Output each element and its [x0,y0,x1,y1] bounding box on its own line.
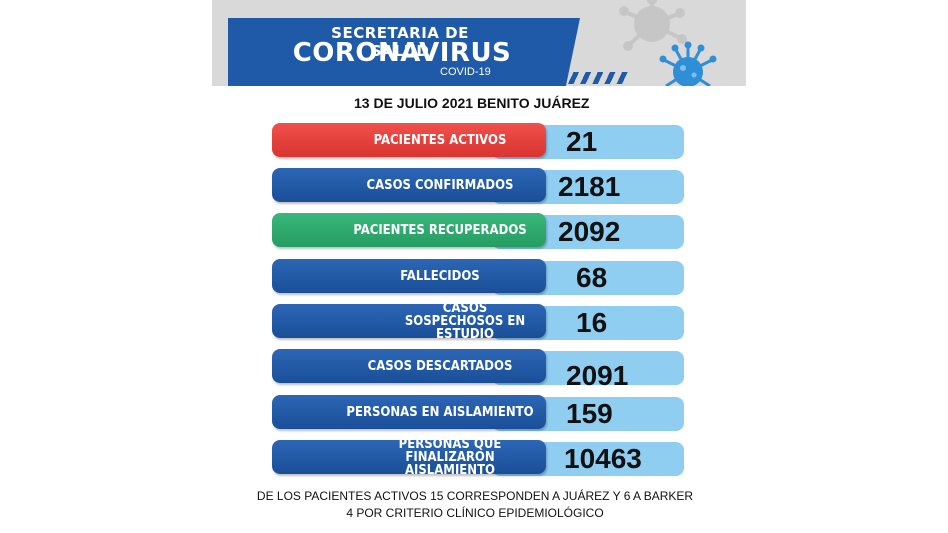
footer-note-line2: 4 POR CRITERIO CLÍNICO EPIDEMIOLÓGICO [346,506,604,520]
stat-value: 2181 [558,171,621,202]
stat-label-pill: PACIENTES RECUPERADOS [272,213,546,247]
stat-value: 2092 [558,216,621,247]
stat-label: PERSONAS EN AISLAMIENTO [346,404,534,420]
header-title-coronavirus: CORONAVIRUS [292,38,512,68]
header-subtitle-covid: COVID-19 [440,66,491,78]
stat-label-pill: FALLECIDOS [272,259,546,293]
stat-value: 2091 [566,360,629,391]
stat-value: 159 [566,398,613,429]
stat-row-fallecidos: FALLECIDOS 68 [272,259,684,295]
header-banner [228,18,580,86]
stat-row-finalizaron-aislamiento: PERSONAS QUE FINALIZARON AISLAMIENTO 104… [272,436,684,478]
stat-row-casos-descartados: CASOS DESCARTADOS 2091 [272,349,684,391]
stat-label-pill: CASOS DESCARTADOS [272,349,546,383]
stat-value: 68 [576,262,608,293]
report-date: 13 DE JULIO 2021 BENITO JUÁREZ [354,95,590,111]
stat-row-pacientes-activos: PACIENTES ACTIVOS 21 [272,123,684,159]
stat-row-personas-aislamiento: PERSONAS EN AISLAMIENTO 159 [272,395,684,431]
stat-label: PACIENTES ACTIVOS [373,132,507,148]
stat-value: 21 [566,126,598,157]
stat-row-pacientes-recuperados: PACIENTES RECUPERADOS 2092 [272,213,684,249]
stat-label-pill: PERSONAS QUE FINALIZARON AISLAMIENTO [272,436,546,478]
stat-value: 10463 [564,443,642,474]
stat-label-pill: CASOS SOSPECHOSOS EN ESTUDIO [272,300,546,342]
decorative-stripes [525,72,629,84]
stat-row-casos-sospechosos: CASOS SOSPECHOSOS EN ESTUDIO 16 [272,300,684,342]
stat-value: 16 [576,307,608,338]
footer-note-line1: DE LOS PACIENTES ACTIVOS 15 CORRESPONDEN… [256,489,694,503]
stat-row-casos-confirmados: CASOS CONFIRMADOS 2181 [272,168,684,204]
stat-label-pill: PERSONAS EN AISLAMIENTO [272,395,546,429]
stat-label-pill: PACIENTES ACTIVOS [272,123,546,157]
stat-label: CASOS DESCARTADOS [367,358,513,374]
coronavirus-icon [619,0,717,86]
stat-label: CASOS CONFIRMADOS [366,177,514,193]
stat-label-pill: CASOS CONFIRMADOS [272,168,546,202]
stat-label: PACIENTES RECUPERADOS [353,222,527,238]
stat-label: CASOS SOSPECHOSOS EN ESTUDIO [404,300,526,342]
header-title-secretaria: SECRETARIA DE SALUD [331,24,469,60]
stat-label: PERSONAS QUE FINALIZARON AISLAMIENTO [398,436,502,478]
stat-label: FALLECIDOS [400,268,480,284]
